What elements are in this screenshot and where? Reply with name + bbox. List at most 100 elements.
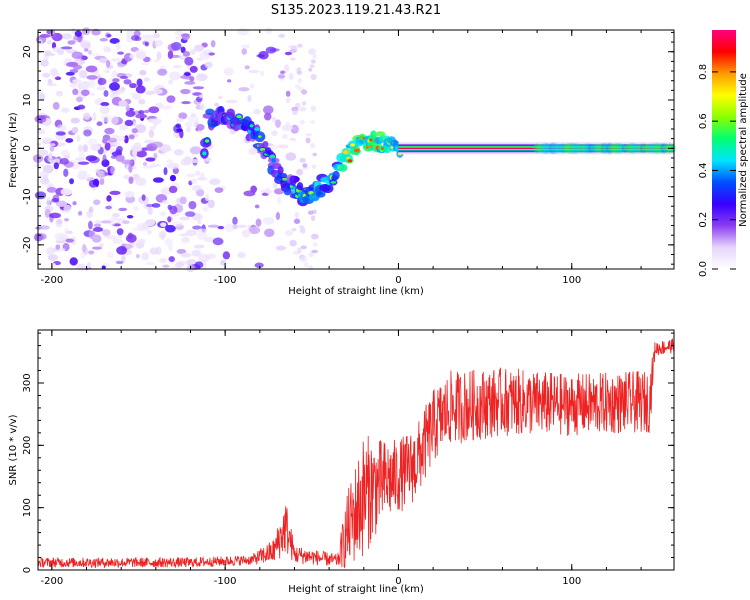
noise-spot: [124, 119, 134, 127]
steady-line-glow: [652, 142, 661, 155]
spectrogram-frame: [37, 29, 675, 270]
noise-spot: [86, 262, 91, 269]
ridge-core: [249, 124, 254, 128]
noise-spot: [92, 112, 97, 121]
steady-line-glow: [644, 143, 653, 153]
noise-spot: [78, 170, 88, 176]
noise-spot: [60, 46, 73, 50]
noise-spot: [53, 162, 59, 170]
steady-line-glow: [657, 142, 666, 154]
noise-spot: [71, 28, 77, 34]
y-tick-label: -20: [22, 237, 33, 253]
noise-spot: [191, 249, 202, 257]
colorbar: 0.0 0.2 0.4 0.6 0.8 Normalized spectral ampl…: [698, 30, 749, 277]
noise-spot: [169, 174, 176, 182]
noise-spot: [226, 99, 238, 104]
noise-spot: [224, 223, 235, 233]
steady-line-glow: [590, 143, 599, 153]
steady-line-glow: [533, 143, 542, 154]
noise-spot: [310, 233, 319, 240]
ridge-core: [282, 177, 288, 181]
noise-spot: [310, 59, 316, 64]
noise-spot: [91, 234, 102, 243]
noise-spot: [292, 108, 298, 116]
noise-spot: [104, 127, 115, 135]
noise-spot: [102, 229, 111, 237]
noise-spot: [162, 105, 173, 110]
ridge-core: [271, 158, 276, 163]
noise-spot: [54, 232, 66, 242]
y-tick-label: 0: [22, 567, 33, 573]
noise-spot: [83, 173, 92, 180]
noise-spot: [80, 40, 91, 49]
noise-spot: [204, 193, 210, 202]
noise-spot: [93, 223, 102, 228]
noise-spot: [65, 238, 74, 243]
noise-spot: [86, 75, 98, 80]
noise-spot: [81, 244, 87, 253]
noise-spot: [142, 161, 148, 166]
colorbar-gradient: [712, 30, 736, 269]
noise-spot: [159, 144, 171, 153]
noise-spot: [128, 176, 134, 185]
ridge-core: [258, 135, 262, 138]
noise-spot: [283, 64, 290, 73]
noise-spot: [289, 239, 297, 247]
steady-line-glow: [540, 142, 549, 155]
noise-spot: [135, 85, 146, 94]
noise-spot: [141, 252, 149, 261]
spectrogram-steady-line: [398, 142, 677, 155]
noise-spot: [57, 142, 66, 147]
noise-spot: [277, 74, 286, 79]
noise-spot: [189, 65, 198, 73]
noise-spot: [296, 247, 302, 254]
noise-spot: [69, 178, 74, 185]
noise-spot: [302, 163, 308, 168]
noise-spot: [299, 157, 306, 163]
noise-spot: [71, 51, 83, 59]
noise-spot: [264, 228, 275, 238]
ridge-spot: [283, 188, 292, 196]
noise-spot: [162, 264, 170, 268]
steady-line-glow: [598, 143, 607, 154]
noise-spot: [214, 187, 224, 194]
noise-spot: [207, 224, 220, 228]
noise-spot: [78, 210, 83, 216]
noise-spot: [88, 220, 93, 230]
noise-spot: [123, 191, 135, 198]
noise-spot: [42, 72, 51, 78]
noise-spot: [129, 82, 137, 89]
noise-spot: [278, 33, 286, 38]
noise-spot: [33, 164, 45, 168]
noise-spot: [135, 177, 147, 186]
noise-spot: [189, 146, 202, 155]
noise-spot: [133, 205, 139, 211]
noise-spot: [237, 28, 250, 36]
noise-spot: [107, 137, 118, 143]
noise-spot: [265, 46, 277, 54]
noise-spot: [88, 250, 95, 255]
noise-spot: [115, 89, 125, 95]
noise-spot: [49, 212, 61, 219]
noise-spot: [87, 49, 92, 55]
noise-spot: [105, 205, 112, 210]
noise-spot: [47, 254, 59, 261]
noise-spot: [181, 236, 190, 243]
noise-spot: [299, 119, 305, 125]
noise-spot: [125, 234, 137, 243]
noise-spot: [39, 170, 49, 180]
steady-line-glow: [582, 143, 591, 154]
noise-spot: [304, 261, 309, 268]
steady-line-glow: [616, 143, 625, 154]
noise-spot: [285, 230, 294, 237]
noise-spot: [196, 57, 203, 62]
noise-spot: [188, 200, 197, 210]
noise-spot: [81, 89, 90, 96]
noise-spot: [144, 109, 150, 114]
noise-spot: [310, 74, 317, 81]
y-tick-label: 20: [22, 45, 33, 58]
noise-spot: [196, 228, 208, 233]
noise-spot: [189, 75, 195, 82]
noise-spot: [271, 130, 278, 137]
